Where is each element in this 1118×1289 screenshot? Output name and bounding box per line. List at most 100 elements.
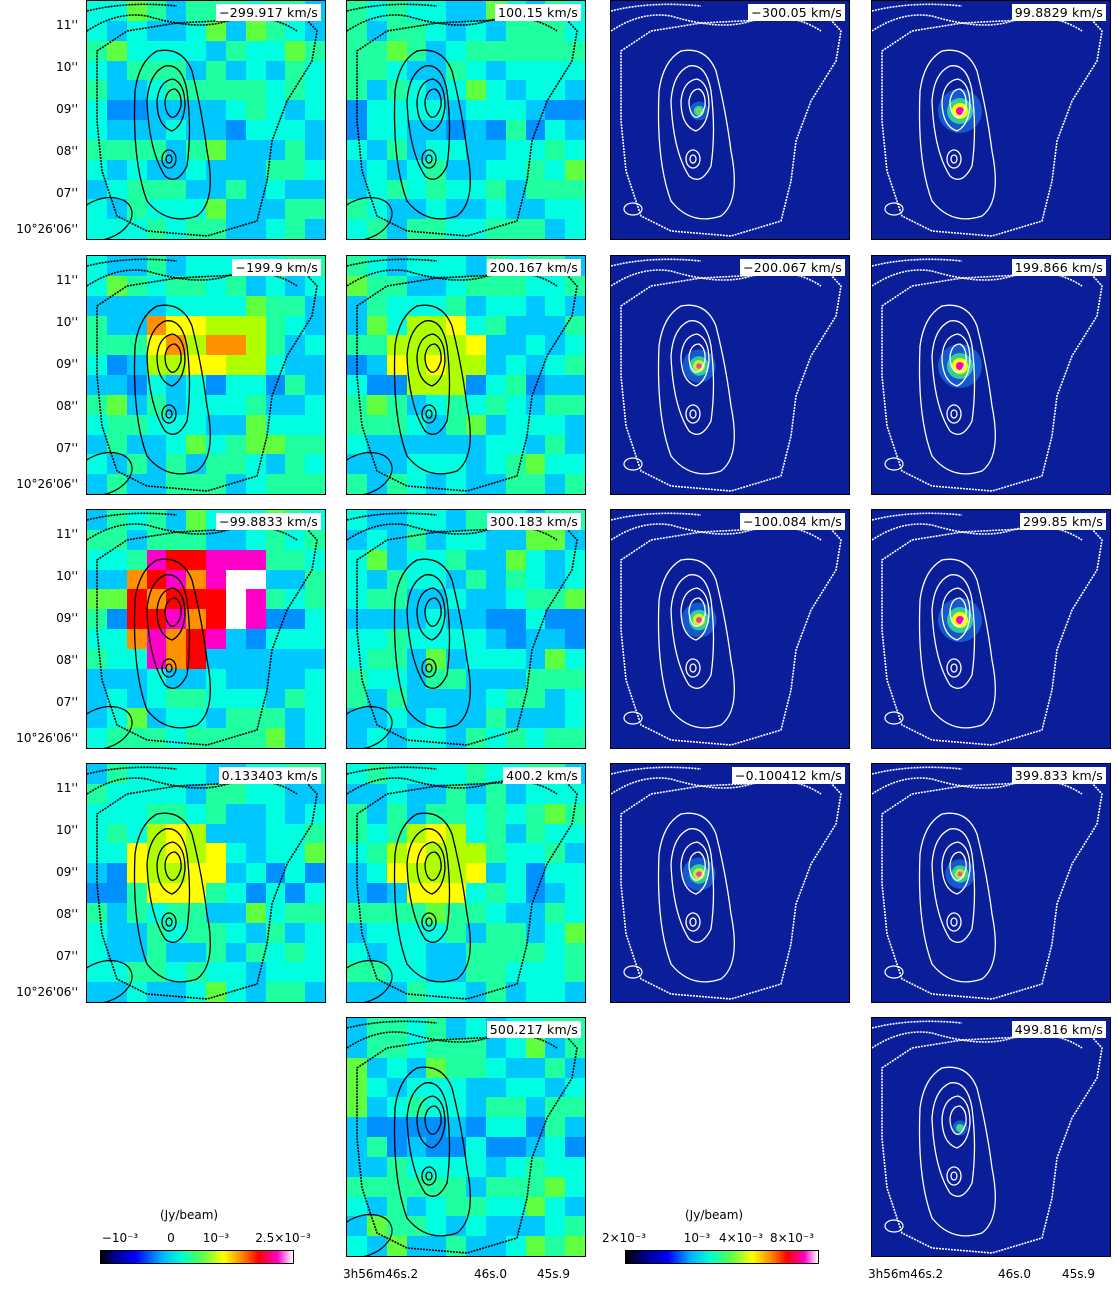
contour-overlay [87,766,318,1002]
alma-map-c4-r1: 99.8829 km/s [871,0,1111,240]
y-tick-label: 08'' [56,653,78,667]
contour-overlay [872,766,1103,1000]
y-tick-label: 09'' [56,102,78,116]
alma-map-c4-r3: 299.85 km/s [871,509,1111,749]
colorbar-left-title: (Jy/beam) [160,1208,219,1222]
y-tick-label: 10'' [56,569,78,583]
velocity-label: −100.084 km/s [740,513,845,530]
x-tick-c4-2: 45s.9 [1062,1267,1095,1281]
y-tick-label: 08'' [56,144,78,158]
velocity-label: 99.8829 km/s [1011,4,1106,21]
contour-overlay [872,258,1103,492]
colorbar-left [100,1250,294,1264]
x-tick-c2-2: 45s.9 [537,1267,570,1281]
velocity-label: −0.100412 km/s [731,767,845,784]
alma-map-c4-r4: 399.833 km/s [871,763,1111,1003]
colorbar-right-label-3: 8×10⁻³ [769,1231,815,1245]
heatmap-grid [87,510,325,748]
velocity-label: −300.05 km/s [748,4,845,21]
velocity-label: 300.183 km/s [486,513,581,530]
heatmap-grid [347,510,585,748]
contour-overlay [611,512,842,746]
y-tick-label: 09'' [56,357,78,371]
y-tick-label: 09'' [56,865,78,879]
velocity-label: −299.917 km/s [216,4,321,21]
y-tick-label: 10'' [56,823,78,837]
y-tick-label: 10'' [56,315,78,329]
alma-map-c4-r2: 199.866 km/s [871,255,1111,495]
contour-overlay [611,3,842,237]
y-tick-label: 08'' [56,907,78,921]
y-tick-label: 11'' [56,18,78,32]
y-tick-label: 10°26'06'' [16,222,78,236]
y-tick-label: 07'' [56,441,78,455]
channel-map-c2-r4: 400.2 km/s [346,763,586,1003]
channel-map-c2-r2: 200.167 km/s [346,255,586,495]
colorbar-left-label-0: −10⁻³ [101,1231,139,1245]
velocity-label: 500.217 km/s [486,1021,581,1038]
velocity-label: −200.067 km/s [740,259,845,276]
contour-overlay [347,766,578,1002]
velocity-label: −199.9 km/s [232,259,321,276]
channel-map-c1-r1: −299.917 km/s [86,0,326,240]
y-tick-label: 10°26'06'' [16,985,78,999]
velocity-label: 199.866 km/s [1011,259,1106,276]
y-tick-label: 07'' [56,949,78,963]
contour-overlay [347,1020,578,1256]
alma-map-c3-r4: −0.100412 km/s [610,763,850,1003]
velocity-label: 400.2 km/s [503,767,581,784]
colorbar-right-label-2: 4×10⁻³ [718,1231,764,1245]
contour-overlay [87,512,318,748]
velocity-label: 0.133403 km/s [218,767,321,784]
colorbar-right-label-0: 2×10⁻³ [601,1231,647,1245]
x-tick-c4-0: 3h56m46s.2 [868,1267,944,1281]
velocity-label: 399.833 km/s [1011,767,1106,784]
velocity-label: 200.167 km/s [486,259,581,276]
alma-map-c4-r5: 499.816 km/s [871,1017,1111,1257]
heatmap-grid [347,1,585,239]
x-tick-c4-1: 46s.0 [998,1267,1031,1281]
y-tick-label: 07'' [56,186,78,200]
channel-map-c1-r2: −199.9 km/s [86,255,326,495]
y-tick-label: 11'' [56,527,78,541]
alma-map-c3-r1: −300.05 km/s [610,0,850,240]
heatmap-grid [347,764,585,1002]
contour-overlay [872,1020,1103,1254]
channel-map-c2-r5: 500.217 km/s [346,1017,586,1257]
channel-map-c2-r3: 300.183 km/s [346,509,586,749]
colorbar-left-label-2: 10⁻³ [202,1231,230,1245]
contour-overlay [872,3,1103,237]
y-tick-label: 09'' [56,611,78,625]
contour-overlay [87,3,318,239]
y-tick-label: 08'' [56,399,78,413]
contour-overlay [347,258,578,494]
y-tick-label: 11'' [56,781,78,795]
velocity-label: 299.85 km/s [1019,513,1106,530]
contour-overlay [611,766,842,1000]
alma-map-c3-r3: −100.084 km/s [610,509,850,749]
colorbar-right-title: (Jy/beam) [685,1208,744,1222]
contour-overlay [347,512,578,748]
y-tick-label: 10°26'06'' [16,477,78,491]
channel-map-c2-r1: 100.15 km/s [346,0,586,240]
colorbar-right [625,1250,819,1264]
x-tick-c2-1: 46s.0 [474,1267,507,1281]
y-tick-label: 07'' [56,695,78,709]
channel-map-c1-r4: 0.133403 km/s [86,763,326,1003]
colorbar-left-label-1: 0 [167,1231,175,1245]
contour-overlay [87,258,318,494]
y-tick-label: 11'' [56,273,78,287]
y-tick-label: 10'' [56,60,78,74]
colorbar-right-label-1: 10⁻³ [683,1231,711,1245]
velocity-label: 499.816 km/s [1011,1021,1106,1038]
y-tick-label: 10°26'06'' [16,731,78,745]
alma-map-c3-r2: −200.067 km/s [610,255,850,495]
channel-map-c1-r3: −99.8833 km/s [86,509,326,749]
contour-overlay [611,258,842,492]
contour-overlay [872,512,1103,746]
x-tick-c2-0: 3h56m46s.2 [343,1267,419,1281]
velocity-label: −99.8833 km/s [216,513,321,530]
velocity-label: 100.15 km/s [494,4,581,21]
contour-overlay [347,3,578,239]
colorbar-left-label-3: 2.5×10⁻³ [255,1231,311,1245]
